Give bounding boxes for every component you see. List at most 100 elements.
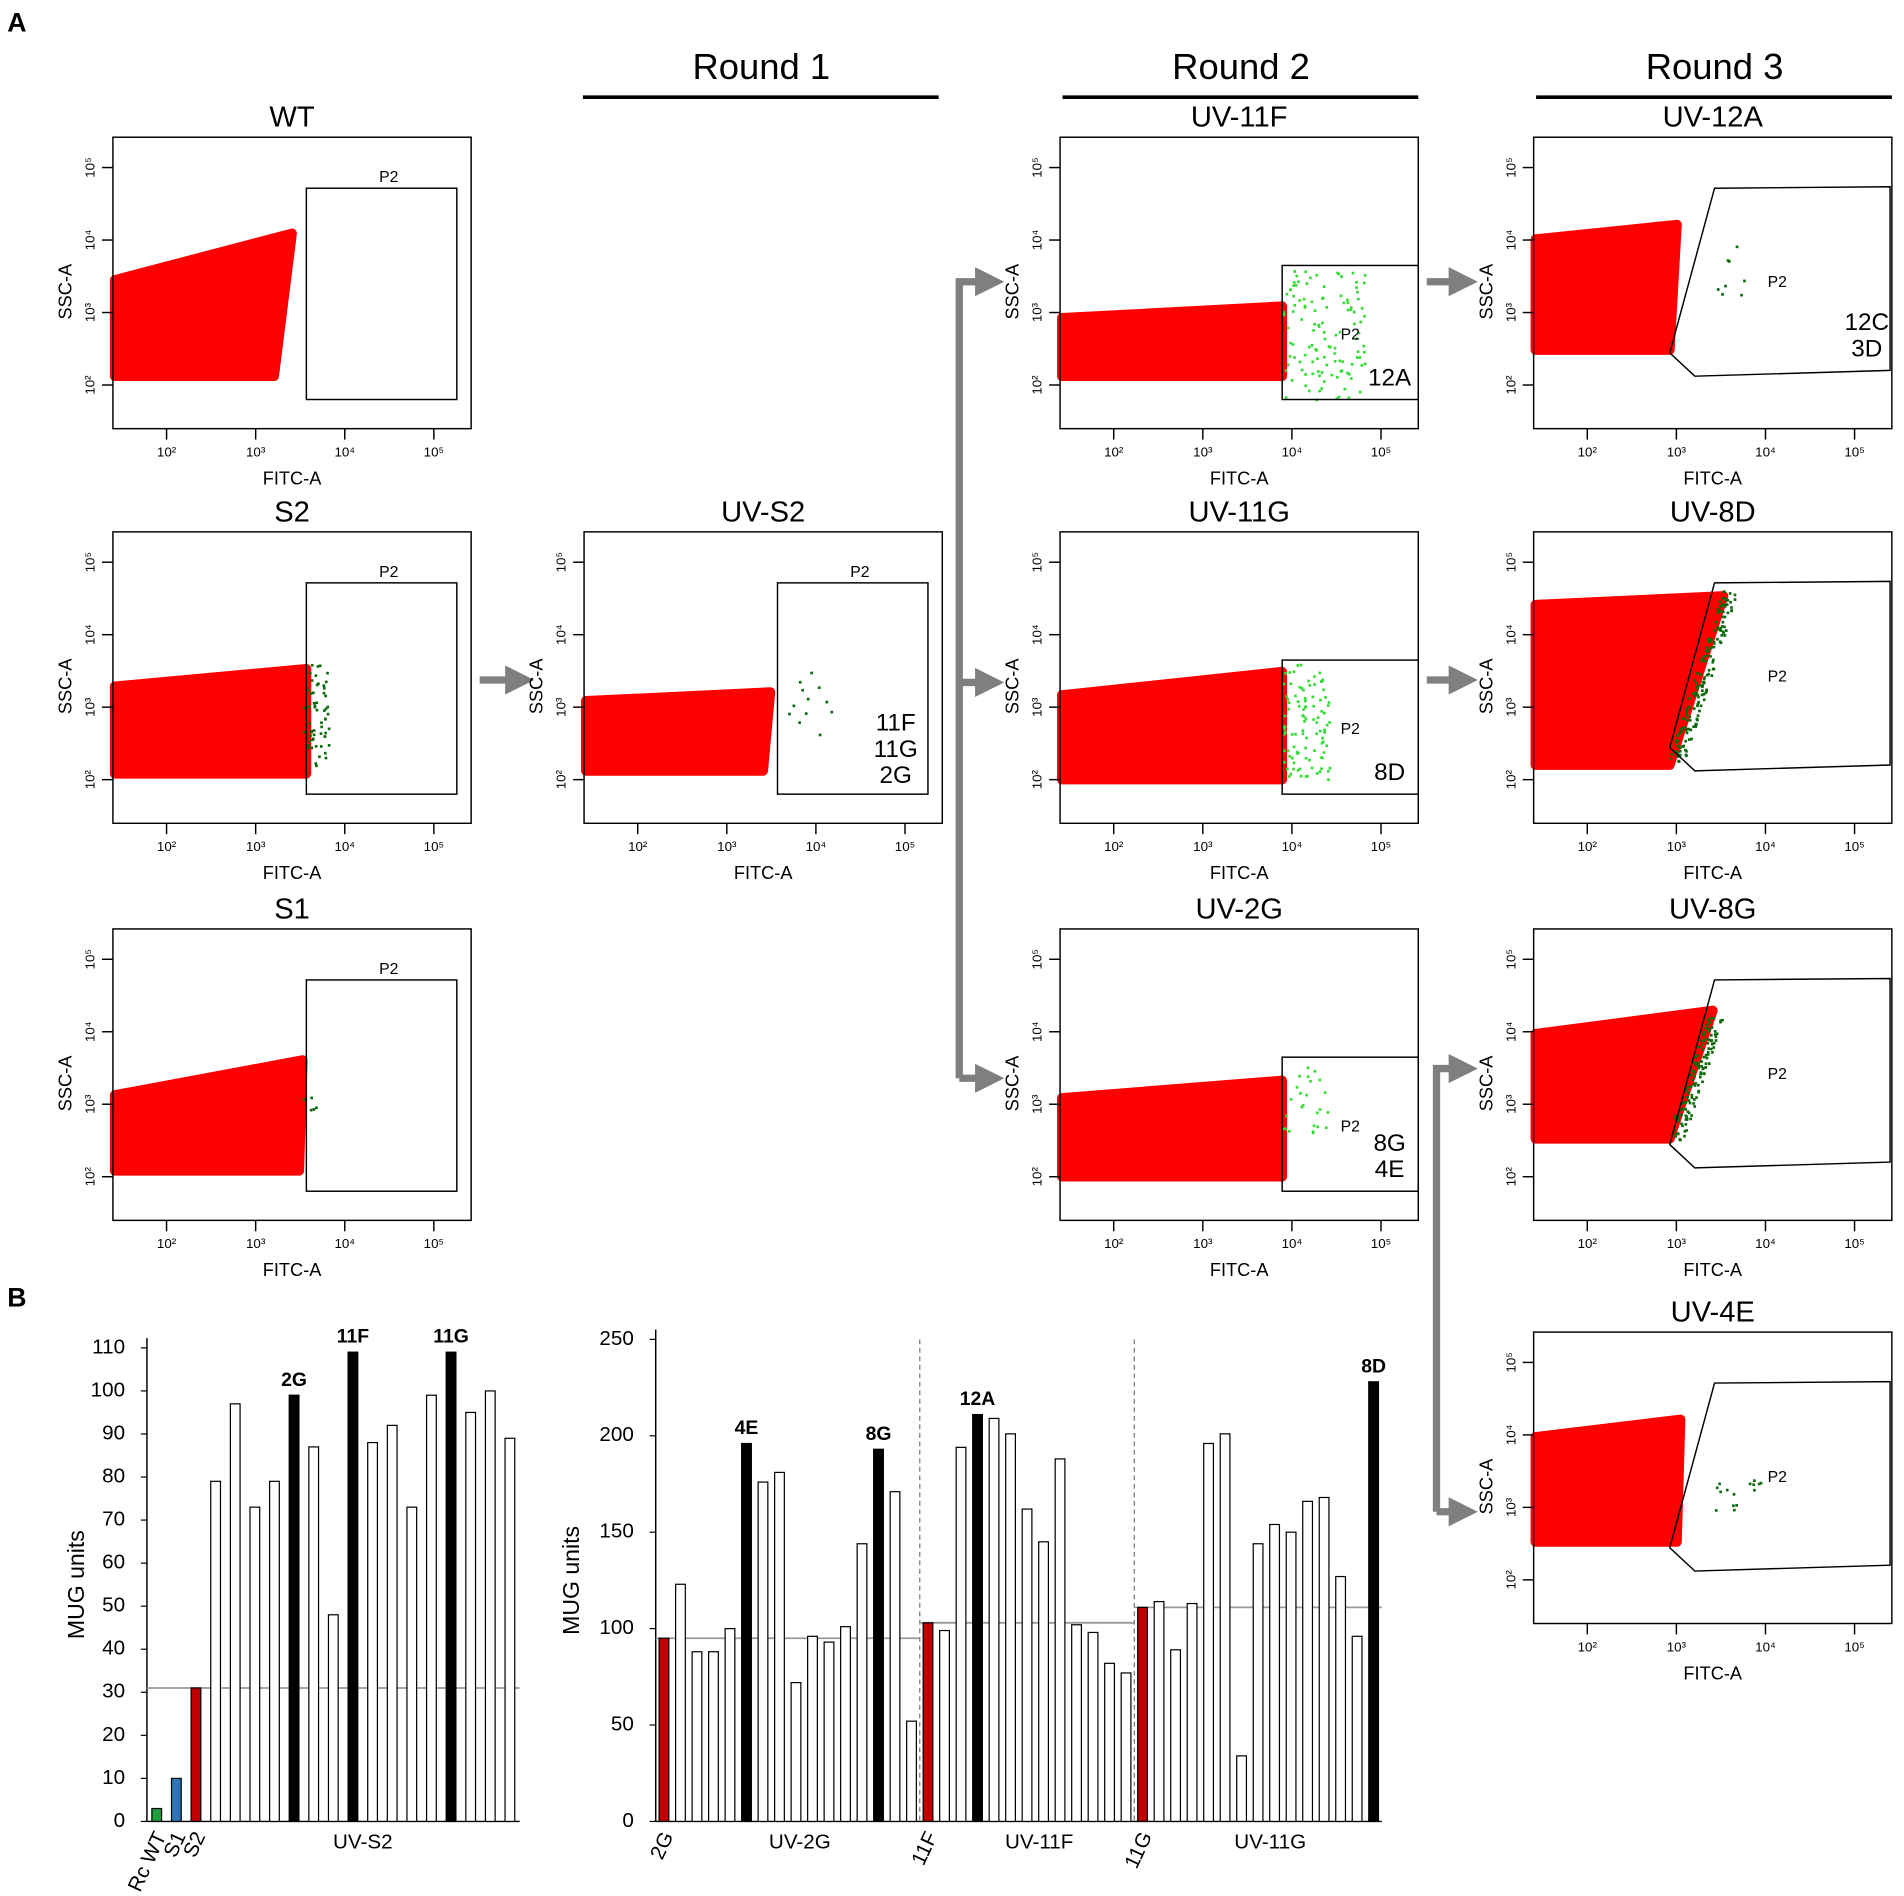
gated-event <box>1743 279 1746 283</box>
y-tick-label: 10³ <box>554 697 569 717</box>
gated-event <box>1313 1069 1317 1073</box>
gate-label: P2 <box>1768 274 1787 291</box>
gated-event <box>1353 322 1356 326</box>
gated-event <box>1685 710 1688 714</box>
gated-event <box>1696 1061 1699 1065</box>
gated-event <box>1312 718 1315 721</box>
gated-event <box>1322 331 1326 334</box>
gated-event <box>1310 766 1314 770</box>
x-tick-label: 10⁴ <box>806 839 827 854</box>
gated-event <box>1719 629 1722 632</box>
gated-event <box>1302 297 1306 301</box>
gated-event <box>1325 744 1329 748</box>
y-tick-label: 80 <box>102 1464 125 1487</box>
gated-event <box>1346 301 1350 305</box>
event-cloud <box>1057 1075 1288 1182</box>
gated-event <box>1330 373 1334 377</box>
y-tick-label: 100 <box>91 1378 125 1401</box>
gated-event <box>1728 592 1732 595</box>
x-axis-label: FITC-A <box>734 863 794 883</box>
gated-event <box>830 710 834 714</box>
gated-event <box>1719 626 1723 630</box>
bar <box>691 1651 703 1823</box>
gated-event <box>1682 744 1685 748</box>
gated-event <box>1286 326 1290 330</box>
x-tick-label: 10² <box>1578 444 1598 459</box>
gated-event <box>1706 1052 1710 1056</box>
gated-event <box>1707 637 1711 641</box>
x-axis-label: FITC-A <box>263 468 323 488</box>
gated-event <box>1346 371 1349 375</box>
gated-event <box>1732 1492 1736 1496</box>
gated-event <box>1311 372 1315 376</box>
gated-event <box>1714 620 1718 624</box>
y-axis-label: SSC-A <box>56 658 76 714</box>
panel-title: UV-8D <box>1670 496 1756 528</box>
gated-event <box>324 694 328 698</box>
gated-event <box>1705 650 1709 653</box>
gated-event <box>1318 729 1322 733</box>
gated-event <box>1685 1129 1688 1132</box>
plot-frame <box>112 136 472 430</box>
gated-event <box>1282 725 1286 728</box>
gated-event <box>1301 732 1305 736</box>
sort-annotation: 3D <box>1851 335 1882 362</box>
gated-event <box>1707 1062 1711 1065</box>
gated-event <box>1702 680 1706 684</box>
y-tick-label: 10⁴ <box>1030 624 1045 645</box>
y-tick-label: 250 <box>599 1327 633 1350</box>
gated-event <box>1284 1127 1288 1131</box>
gated-event <box>303 706 307 710</box>
gated-event <box>1320 371 1324 374</box>
gated-event <box>1687 1091 1690 1095</box>
gated-event <box>1288 671 1292 674</box>
bar <box>1203 1442 1215 1823</box>
gated-event <box>307 746 310 750</box>
y-tick-label: 10⁴ <box>1030 1021 1045 1042</box>
gated-event <box>1725 603 1729 606</box>
gated-event <box>1686 1095 1689 1099</box>
event-cloud <box>1057 666 1288 785</box>
gated-event <box>1735 245 1739 249</box>
gated-event <box>1715 1032 1719 1036</box>
bar <box>504 1437 516 1823</box>
gated-event <box>1300 687 1304 690</box>
x-tick-label: 10² <box>157 839 177 854</box>
gated-event <box>1321 296 1325 300</box>
gated-event <box>1363 274 1367 277</box>
gated-event <box>324 717 327 721</box>
gated-event <box>1301 1104 1305 1107</box>
bar-label: 11G <box>433 1326 469 1348</box>
bar <box>675 1583 686 1823</box>
gated-event <box>1358 356 1362 359</box>
gated-event <box>1706 1041 1710 1045</box>
gated-event <box>1704 1066 1708 1069</box>
gated-event <box>1689 728 1693 732</box>
gated-event <box>1291 310 1295 313</box>
bar-label: 8G <box>866 1423 892 1445</box>
x-tick-label: 10⁵ <box>1371 839 1391 854</box>
gated-event <box>1712 640 1716 644</box>
gated-event <box>798 721 801 724</box>
gated-event <box>1340 275 1343 279</box>
gated-event <box>1288 354 1292 358</box>
gated-event <box>1303 720 1306 723</box>
gated-event <box>315 708 319 712</box>
gated-event <box>324 707 328 711</box>
x-tick-label: 10³ <box>1193 839 1213 854</box>
gated-event <box>1327 778 1330 781</box>
gated-event <box>320 721 323 725</box>
gated-event <box>1714 1509 1718 1512</box>
gated-event <box>1351 271 1355 275</box>
gate <box>305 187 458 401</box>
gated-event <box>1694 1062 1698 1066</box>
gated-event <box>1709 1016 1713 1020</box>
gated-event <box>1292 745 1296 749</box>
gated-event <box>1285 1114 1288 1118</box>
y-tick-label: 10⁴ <box>1503 1424 1518 1445</box>
gated-event <box>1290 733 1294 736</box>
bar <box>708 1651 719 1823</box>
bar-label: 2G <box>281 1369 307 1391</box>
gated-event <box>1360 364 1364 367</box>
gated-event <box>1303 353 1307 357</box>
